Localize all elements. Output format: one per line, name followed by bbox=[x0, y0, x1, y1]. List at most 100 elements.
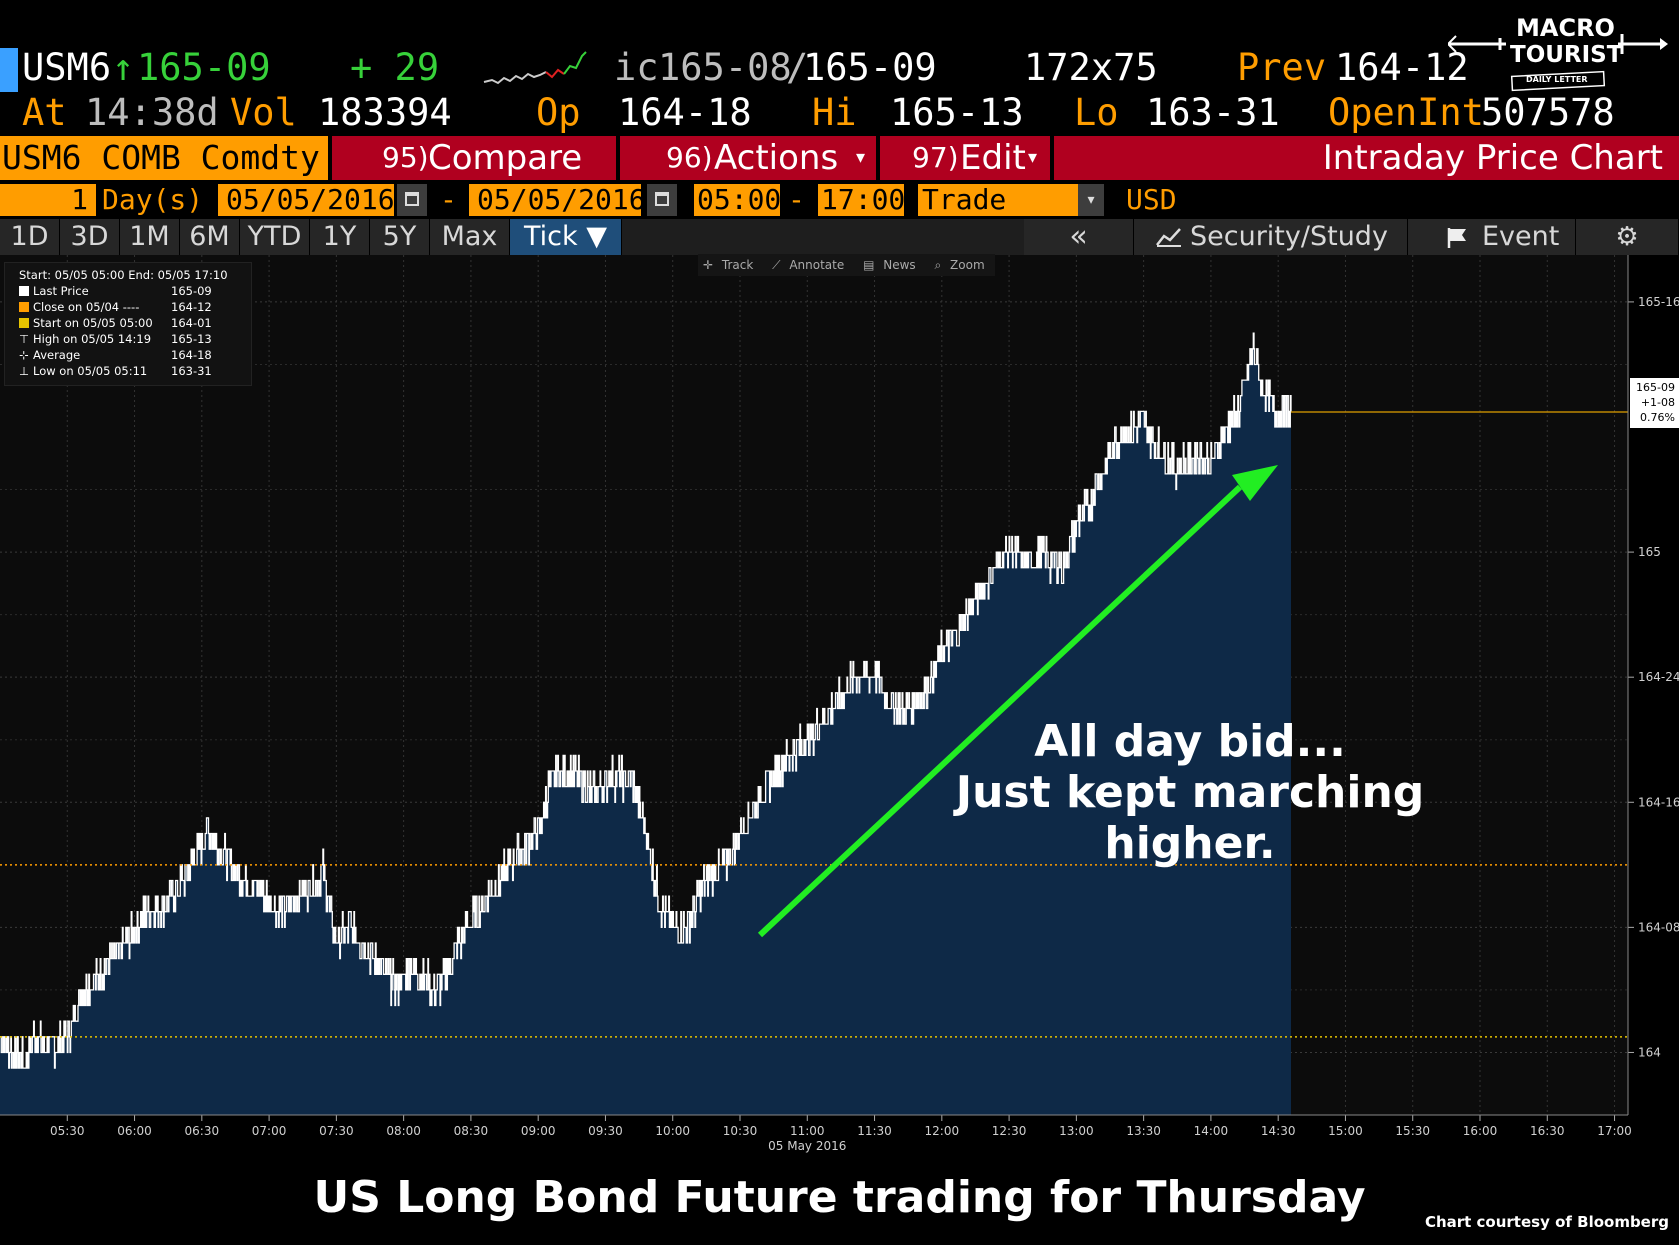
legend-value: 164-01 bbox=[171, 316, 212, 330]
open-interest: 507578 bbox=[1481, 91, 1615, 134]
high-price: 165-13 bbox=[890, 91, 1024, 134]
calendar-icon[interactable] bbox=[397, 184, 427, 216]
legend-swatch bbox=[19, 286, 29, 296]
track-tool[interactable]: ✛ Track bbox=[703, 258, 754, 272]
security-field[interactable]: USM6 COMB Comdty bbox=[0, 136, 328, 180]
period-1d[interactable]: 1D bbox=[0, 219, 60, 255]
bid: 165-08 bbox=[658, 46, 792, 89]
legend-label: High on 05/05 14:19 bbox=[33, 332, 152, 346]
news-tool[interactable]: ▤ News bbox=[863, 258, 916, 272]
legend-row: ⊹ Average bbox=[19, 347, 80, 363]
trend-arrow-line bbox=[757, 484, 1243, 938]
data-type-select[interactable]: Trade bbox=[918, 184, 1078, 216]
annotation-line: Just kept marching bbox=[955, 767, 1425, 818]
chart-credit: Chart courtesy of Bloomberg bbox=[1424, 1213, 1669, 1231]
news-label: News bbox=[883, 258, 916, 272]
last-price: 165-09 bbox=[137, 46, 271, 89]
legend-label: Low on 05/05 05:11 bbox=[33, 364, 148, 378]
legend-header: Start: 05/05 05:00 End: 05/05 17:10 bbox=[19, 268, 228, 282]
period-ytd[interactable]: YTD bbox=[240, 219, 310, 255]
days-label: Day(s) bbox=[102, 183, 204, 216]
chevron-down-icon: ▾ bbox=[1028, 147, 1038, 168]
figure-caption: US Long Bond Future trading for Thursday bbox=[313, 1172, 1366, 1223]
annotation-line: higher. bbox=[1104, 818, 1276, 869]
event-button[interactable]: Event bbox=[1408, 219, 1576, 255]
period-max[interactable]: Max bbox=[430, 219, 510, 255]
open-interest-label: OpenInt bbox=[1328, 91, 1484, 134]
period-1y[interactable]: 1Y bbox=[310, 219, 370, 255]
prev-label: Prev bbox=[1237, 46, 1327, 89]
x-tick-label: 15:00 bbox=[1328, 1124, 1363, 1138]
ticker[interactable]: USM6 bbox=[22, 46, 112, 89]
macro-tourist-logo: MACRO TOURIST DAILY LETTER bbox=[1447, 12, 1668, 92]
chart-toolbar: ✛ Track ⟋ Annotate ▤ News ⌕ Zoom bbox=[698, 254, 995, 276]
logo-line1: MACRO bbox=[1516, 14, 1615, 42]
period-3d[interactable]: 3D bbox=[60, 219, 120, 255]
x-tick-label: 11:00 bbox=[790, 1124, 825, 1138]
x-tick-label: 11:30 bbox=[857, 1124, 892, 1138]
time-range-dash: - bbox=[788, 183, 805, 216]
x-axis: 05:30 06:00 06:30 07:00 07:30 08:00 08:30 09:00… bbox=[0, 1114, 1632, 1153]
x-tick-label: 13:00 bbox=[1059, 1124, 1094, 1138]
legend-label: Last Price bbox=[33, 284, 89, 298]
low-label: Lo bbox=[1074, 91, 1119, 134]
edit-label: Edit bbox=[960, 138, 1026, 178]
calendar-icon[interactable] bbox=[647, 184, 677, 216]
edit-button[interactable]: 97) Edit ▾ bbox=[880, 136, 1050, 180]
end-time-field[interactable]: 17:00 bbox=[818, 184, 905, 216]
bid-ask-size: 172x75 bbox=[1024, 46, 1158, 89]
collapse-icon[interactable]: « bbox=[1024, 219, 1134, 255]
up-arrow-icon: ↑ bbox=[112, 46, 135, 89]
open-label: Op bbox=[536, 91, 581, 134]
annotation-line: All day bid... bbox=[1034, 716, 1346, 767]
x-tick-label: 14:00 bbox=[1194, 1124, 1229, 1138]
compare-num: 95) bbox=[382, 141, 429, 174]
actions-label: Actions bbox=[714, 138, 839, 178]
legend-row: Close on 05/04 ---- bbox=[19, 299, 139, 315]
days-count-field[interactable]: 1 bbox=[0, 184, 96, 216]
tick-dropdown[interactable]: Tick ▼ bbox=[510, 219, 622, 255]
actions-num: 96) bbox=[666, 141, 713, 174]
zoom-label: Zoom bbox=[950, 258, 985, 272]
function-title-bar: Intraday Price Chart bbox=[1054, 136, 1679, 180]
legend-value: 164-18 bbox=[171, 348, 212, 362]
end-date-field[interactable]: 05/05/2016 bbox=[469, 184, 646, 216]
legend-value: 163-31 bbox=[171, 364, 212, 378]
low-price: 163-31 bbox=[1146, 91, 1280, 134]
x-tick-label: 09:00 bbox=[521, 1124, 556, 1138]
x-tick-label: 15:30 bbox=[1395, 1124, 1430, 1138]
y-tick-label: 164-08 bbox=[1638, 920, 1679, 934]
x-tick-label: 12:00 bbox=[925, 1124, 960, 1138]
prev-close: 164-12 bbox=[1335, 46, 1469, 89]
x-tick-label: 12:30 bbox=[992, 1124, 1027, 1138]
currency: USD bbox=[1126, 183, 1177, 216]
flag-icon bbox=[1447, 228, 1466, 248]
x-tick-label: 13:30 bbox=[1126, 1124, 1161, 1138]
legend-value: 165-13 bbox=[171, 332, 212, 346]
period-6m[interactable]: 6M bbox=[180, 219, 240, 255]
logo-line3: DAILY LETTER bbox=[1526, 75, 1588, 84]
date-range-dash: - bbox=[440, 183, 457, 216]
chevron-down-icon[interactable]: ▾ bbox=[1078, 184, 1104, 216]
compare-button[interactable]: 95) Compare bbox=[332, 136, 616, 180]
arrow-head-icon bbox=[1232, 465, 1278, 501]
security-study-button[interactable]: Security/Study bbox=[1134, 219, 1408, 255]
start-time-field[interactable]: 05:00 bbox=[694, 184, 781, 216]
period-5y[interactable]: 5Y bbox=[370, 219, 430, 255]
actions-button[interactable]: 96) Actions ▾ bbox=[620, 136, 876, 180]
edit-num: 97) bbox=[912, 141, 959, 174]
y-tick-label: 165 bbox=[1638, 545, 1661, 559]
legend-value: 164-12 bbox=[171, 300, 212, 314]
period-1m[interactable]: 1M bbox=[120, 219, 180, 255]
annotate-tool[interactable]: ⟋ Annotate bbox=[772, 258, 845, 272]
y-tick-label: 164 bbox=[1638, 1045, 1661, 1059]
x-tick-label: 06:00 bbox=[117, 1124, 152, 1138]
gear-icon[interactable]: ⚙ bbox=[1576, 219, 1679, 255]
x-tick-label: 10:00 bbox=[655, 1124, 690, 1138]
chart-legend[interactable]: Start: 05/05 05:00 End: 05/05 17:10 Last… bbox=[4, 262, 252, 386]
price-chart[interactable]: 164 164-08 164-16 164-24 165 165-16 05:30 06:0… bbox=[0, 255, 1679, 1160]
low-marker-icon: ⊥ bbox=[19, 364, 30, 378]
start-date-field[interactable]: 05/05/2016 bbox=[218, 184, 395, 216]
logo-graphic bbox=[1447, 34, 1668, 92]
zoom-tool[interactable]: ⌕ Zoom bbox=[934, 258, 985, 272]
